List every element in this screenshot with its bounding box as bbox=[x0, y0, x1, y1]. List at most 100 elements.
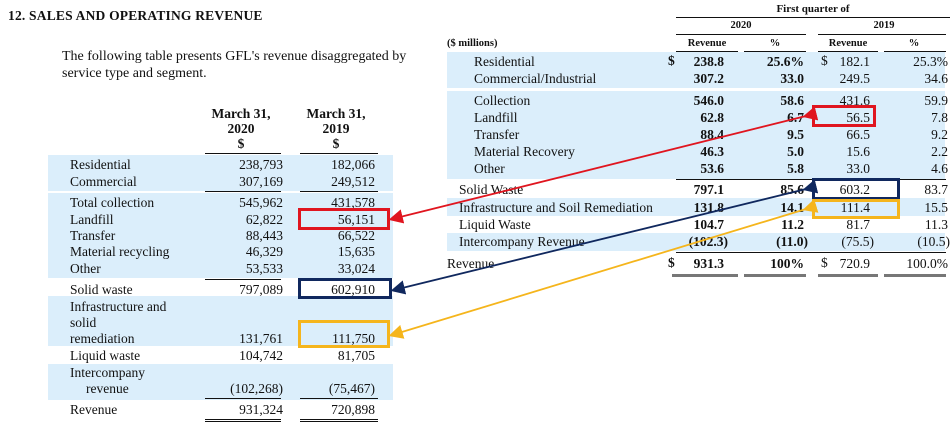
row-value-2019: 81,705 bbox=[337, 348, 375, 363]
revenue-2019: 66.5 bbox=[846, 127, 870, 142]
left-band-4 bbox=[48, 364, 393, 400]
revenue-2019: 81.7 bbox=[846, 217, 870, 232]
pct-2020: 6.7 bbox=[787, 110, 804, 125]
row-label: Liquid waste bbox=[70, 348, 141, 363]
right-band-1 bbox=[447, 52, 945, 88]
table-row: Solid Waste 797.1 85.6 603.2 83.7 bbox=[0, 181, 950, 198]
row-label: Total collection bbox=[70, 195, 155, 210]
pct-2020: 25.6% bbox=[766, 54, 804, 69]
revenue-2020: 238.8 bbox=[693, 54, 724, 69]
table-row: Other 53,533 33,024 bbox=[0, 260, 950, 277]
revenue-2020: 46.3 bbox=[700, 144, 724, 159]
intro-text: The following table presents GFL's reven… bbox=[62, 49, 407, 81]
subtotal-rule bbox=[205, 398, 281, 399]
revenue-2020: 62.8 bbox=[700, 110, 724, 125]
table-row: Material recycling 46,329 15,635 bbox=[0, 243, 950, 260]
table-row: Commercial/Industrial 307.2 33.0 249.5 34.6 bbox=[0, 70, 950, 87]
row-value-2019: 33,024 bbox=[337, 261, 375, 276]
row-label: remediation bbox=[70, 331, 135, 346]
pct-2019: 25.3% bbox=[913, 54, 948, 69]
table-row: Solid waste 797,089 602,910 bbox=[0, 281, 950, 298]
row-value-2019: 720,898 bbox=[331, 402, 375, 417]
col-rule bbox=[884, 51, 946, 52]
col-rule bbox=[818, 51, 878, 52]
total-rule bbox=[884, 274, 946, 277]
left-band-2 bbox=[48, 193, 393, 278]
col-rule bbox=[676, 51, 738, 52]
table-row: Residential 238,793 182,066 bbox=[0, 156, 950, 173]
left-col2-header-line3: $ bbox=[332, 136, 340, 151]
revenue-2019: 182.1 bbox=[839, 54, 870, 69]
revenue-2020: 104.7 bbox=[693, 217, 724, 232]
total-rule bbox=[672, 274, 738, 277]
row-value-2020: 238,793 bbox=[239, 157, 283, 172]
units-label: ($ millions) bbox=[447, 38, 498, 49]
left-col1-header-line2: 2020 bbox=[227, 121, 255, 136]
revenue-2019: 33.0 bbox=[846, 161, 870, 176]
subtotal-rule bbox=[676, 179, 946, 180]
dollar-sign: $ bbox=[821, 53, 828, 68]
row-label: Revenue bbox=[447, 256, 495, 271]
table-row: revenue (102,268) (75,467) bbox=[0, 380, 950, 397]
table-row: Revenue 931.3 100% 720.9 100.0% bbox=[0, 255, 950, 272]
revenue-2020: 931.3 bbox=[693, 256, 724, 271]
pct-2019: 4.6 bbox=[931, 161, 948, 176]
row-label: Material Recovery bbox=[474, 144, 575, 159]
table-row: Infrastructure and bbox=[0, 298, 950, 315]
total-rule bbox=[744, 274, 806, 277]
row-value-2020: 62,822 bbox=[245, 212, 283, 227]
row-label: Solid waste bbox=[70, 282, 133, 297]
row-label: Landfill bbox=[70, 212, 114, 227]
pct-2020: (11.0) bbox=[776, 234, 808, 249]
total-rule bbox=[300, 419, 378, 422]
row-label: Residential bbox=[70, 157, 131, 172]
col-pct-2020: % bbox=[769, 38, 781, 49]
row-label: Collection bbox=[474, 93, 531, 108]
revenue-2020: 797.1 bbox=[693, 182, 724, 197]
row-value-2019: 66,522 bbox=[337, 228, 375, 243]
col-rule bbox=[744, 51, 806, 52]
row-label: Liquid Waste bbox=[459, 217, 531, 232]
total-rule bbox=[205, 419, 281, 422]
row-value-2020: 46,329 bbox=[245, 244, 283, 259]
row-value-2020: 797,089 bbox=[239, 282, 283, 297]
table-row: Liquid Waste 104.7 11.2 81.7 11.3 bbox=[0, 216, 950, 233]
row-value-2019: 431,578 bbox=[331, 195, 375, 210]
row-label: Commercial bbox=[70, 174, 137, 189]
pct-2020: 14.1 bbox=[780, 200, 804, 215]
highlight-box-left-solid-waste bbox=[298, 278, 392, 299]
table-row: Commercial 307,169 249,512 bbox=[0, 173, 950, 190]
pct-2019: 11.3 bbox=[924, 217, 948, 232]
left-col2-header: March 31, 2019 $ bbox=[300, 106, 372, 151]
period-header: First quarter of bbox=[776, 3, 850, 15]
row-label: Commercial/Industrial bbox=[474, 71, 597, 86]
col-revenue-2019: Revenue bbox=[828, 38, 868, 49]
highlight-box-left-landfill bbox=[298, 208, 390, 230]
row-label: Other bbox=[474, 161, 505, 176]
revenue-2019: (75.5) bbox=[841, 234, 874, 249]
pct-2020: 100% bbox=[770, 256, 804, 271]
table-row: Revenue 931,324 720,898 bbox=[0, 401, 950, 418]
row-label: Residential bbox=[474, 54, 535, 69]
table-row: Intercompany bbox=[0, 364, 950, 381]
row-value-2020: 545,962 bbox=[239, 195, 283, 210]
table-row: Total collection 545,962 431,578 bbox=[0, 194, 950, 211]
row-value-2019: 15,635 bbox=[337, 244, 375, 259]
revenue-2020: (102.3) bbox=[688, 234, 728, 249]
row-value-2020: 53,533 bbox=[245, 261, 283, 276]
pct-2020: 5.8 bbox=[787, 161, 804, 176]
row-value-2019: 56,151 bbox=[337, 212, 375, 227]
subtotal-rule bbox=[205, 279, 281, 280]
period-rule bbox=[676, 17, 950, 18]
pct-2020: 85.6 bbox=[780, 182, 804, 197]
revenue-2020: 131.8 bbox=[693, 200, 724, 215]
row-label: Intercompany Revenue bbox=[459, 234, 585, 249]
col-revenue-2020: Revenue bbox=[687, 38, 727, 49]
table-row: Transfer 88,443 66,522 bbox=[0, 227, 950, 244]
table-row: solid bbox=[0, 314, 950, 331]
pct-2020: 58.6 bbox=[780, 93, 804, 108]
revenue-2020: 546.0 bbox=[693, 93, 724, 108]
table-row: Residential 238.8 25.6% 182.1 25.3% bbox=[0, 53, 950, 70]
left-col1-header-line1: March 31, bbox=[211, 106, 271, 121]
revenue-2019: 111.4 bbox=[840, 200, 870, 215]
